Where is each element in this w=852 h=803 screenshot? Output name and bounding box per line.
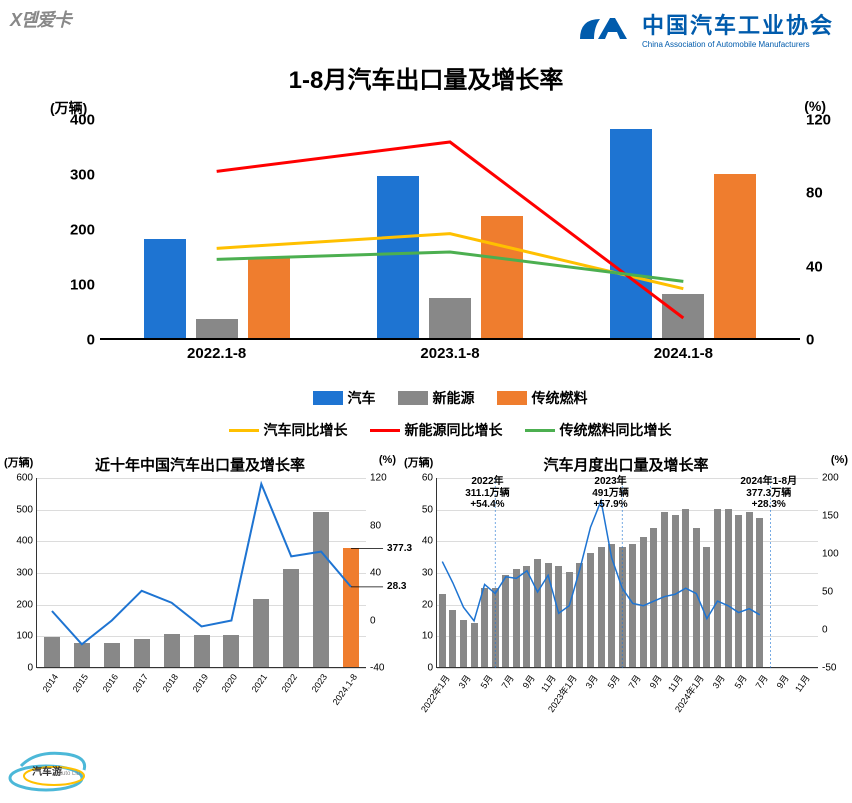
sub-left-ylabel-right: (%) — [379, 454, 396, 466]
sub-ytick-left: 600 — [7, 473, 33, 484]
main-ytick-left: 100 — [60, 277, 95, 294]
main-plot-area: 0100200300400040801202022.1-82023.1-8202… — [100, 120, 800, 340]
main-ytick-left: 0 — [60, 332, 95, 349]
sub-ytick-left: 500 — [7, 504, 33, 515]
legend-item: 汽车同比增长 — [229, 420, 348, 440]
legend-item: 新能源同比增长 — [370, 420, 503, 440]
legend-item: 汽车 — [313, 388, 376, 408]
main-xtick: 2023.1-8 — [420, 345, 479, 362]
sub-ytick-right: -40 — [370, 663, 394, 674]
sub-ytick-left: 0 — [407, 663, 433, 674]
main-xtick: 2024.1-8 — [654, 345, 713, 362]
sub-xtick: 5月 — [477, 672, 486, 684]
sub-chart-row: (万辆) 近十年中国汽车出口量及增长率 (%) 0100200300400500… — [0, 450, 852, 720]
sub-xtick: 7月 — [625, 672, 634, 684]
sub-xtick: 9月 — [519, 672, 528, 684]
annotation-label: 2023年491万辆+57.9% — [592, 476, 629, 511]
sub-xtick: 2016 — [100, 672, 112, 689]
sub-xtick: 11月 — [538, 672, 549, 688]
sub-ytick-right: 150 — [822, 511, 846, 522]
sub-chart-ten-year: (万辆) 近十年中国汽车出口量及增长率 (%) 0100200300400500… — [0, 450, 400, 720]
sub-xtick: 2020 — [220, 672, 232, 689]
main-ytick-right: 120 — [806, 112, 836, 129]
sub-ytick-left: 40 — [407, 536, 433, 547]
sub-ytick-left: 10 — [407, 631, 433, 642]
sub-ytick-right: 0 — [370, 615, 394, 626]
sub-left-title: 近十年中国汽车出口量及增长率 — [0, 454, 400, 475]
legend-item: 新能源 — [398, 388, 475, 408]
brand-subtitle: China Association of Automobile Manufact… — [642, 40, 834, 49]
sub-xtick: 11月 — [665, 672, 676, 688]
sub-right-plot-area: 0102030405060-500501001502002022年1月3月5月7… — [436, 478, 818, 668]
sub-xtick: 2017 — [130, 672, 142, 689]
sub-xtick: 2022年1月 — [418, 672, 444, 708]
sub-xtick: 2023 — [310, 672, 322, 689]
sub-ytick-left: 400 — [7, 536, 33, 547]
sub-xtick: 3月 — [455, 672, 464, 684]
sub-xtick: 3月 — [709, 672, 718, 684]
sub-xtick: 9月 — [773, 672, 782, 684]
sub-xtick: 9月 — [646, 672, 655, 684]
sub-xtick: 5月 — [604, 672, 613, 684]
sub-ytick-right: 40 — [370, 568, 394, 579]
sub-ytick-left: 60 — [407, 473, 433, 484]
sub-ytick-right: 120 — [370, 473, 394, 484]
sub-xtick: 2021 — [250, 672, 262, 689]
sub-xtick: 2022 — [280, 672, 292, 689]
sub-xtick: 2018 — [160, 672, 172, 689]
sub-ytick-right: -50 — [822, 663, 846, 674]
sub-ytick-left: 100 — [7, 631, 33, 642]
sub-ytick-right: 200 — [822, 473, 846, 484]
main-ytick-left: 400 — [60, 112, 95, 129]
main-legend: 汽车 新能源 传统燃料汽车同比增长 新能源同比增长 传统燃料同比增长 — [100, 388, 800, 440]
main-chart: 1-8月汽车出口量及增长率 (万辆) (%) 01002003004000408… — [20, 60, 832, 440]
brand-header: 中国汽车工业协会 China Association of Automobile… — [574, 8, 834, 49]
watermark-logo: X뎯爱卡 — [10, 6, 71, 32]
sub-xtick: 3月 — [582, 672, 591, 684]
brand-title: 中国汽车工业协会 — [642, 8, 834, 40]
main-ytick-right: 80 — [806, 185, 836, 202]
main-ytick-right: 0 — [806, 332, 836, 349]
sub-ytick-left: 30 — [407, 568, 433, 579]
sub-left-ylabel-left: (万辆) — [4, 454, 33, 470]
annotation-label: 2024年1-8月377.3万辆+28.3% — [740, 476, 797, 511]
sub-right-title: 汽车月度出口量及增长率 — [400, 454, 852, 475]
legend-item: 传统燃料 — [497, 388, 588, 408]
sub-ytick-right: 50 — [822, 587, 846, 598]
sub-xtick: 11月 — [792, 672, 803, 688]
sub-ytick-left: 300 — [7, 568, 33, 579]
main-ytick-left: 300 — [60, 167, 95, 184]
sub-right-ylabel-left: (万辆) — [404, 454, 433, 470]
sub-ytick-right: 0 — [822, 625, 846, 636]
sub-xtick: 7月 — [752, 672, 761, 684]
sub-xtick: 7月 — [498, 672, 507, 684]
sub-ytick-left: 50 — [407, 504, 433, 515]
sub-right-ylabel-right: (%) — [831, 454, 848, 466]
sub-xtick: 2015 — [70, 672, 82, 689]
main-chart-title: 1-8月汽车出口量及增长率 — [20, 60, 832, 95]
sub-left-plot-area: 0100200300400500600-40040801202014201520… — [36, 478, 366, 668]
main-ytick-left: 200 — [60, 222, 95, 239]
sub-xtick: 2019 — [190, 672, 202, 689]
sub-ytick-left: 20 — [407, 599, 433, 610]
sub-xtick: 2014 — [40, 672, 52, 689]
sub-ytick-right: 100 — [822, 549, 846, 560]
sub-ytick-left: 0 — [7, 663, 33, 674]
sub-xtick: 2024.1-8 — [331, 672, 352, 702]
annotation-label: 2022年311.1万辆+54.4% — [465, 476, 509, 511]
legend-item: 传统燃料同比增长 — [525, 420, 672, 440]
svg-text:Auto Liu: Auto Liu — [58, 771, 80, 777]
sub-ytick-left: 200 — [7, 599, 33, 610]
caam-logo-icon — [574, 11, 634, 47]
bottom-watermark-logo: 汽车游 Auto Liu — [6, 744, 116, 799]
sub-chart-monthly: (万辆) 汽车月度出口量及增长率 (%) 0102030405060-50050… — [400, 450, 852, 720]
sub-ytick-right: 80 — [370, 520, 394, 531]
main-ytick-right: 40 — [806, 258, 836, 275]
sub-xtick: 5月 — [731, 672, 740, 684]
main-xtick: 2022.1-8 — [187, 345, 246, 362]
